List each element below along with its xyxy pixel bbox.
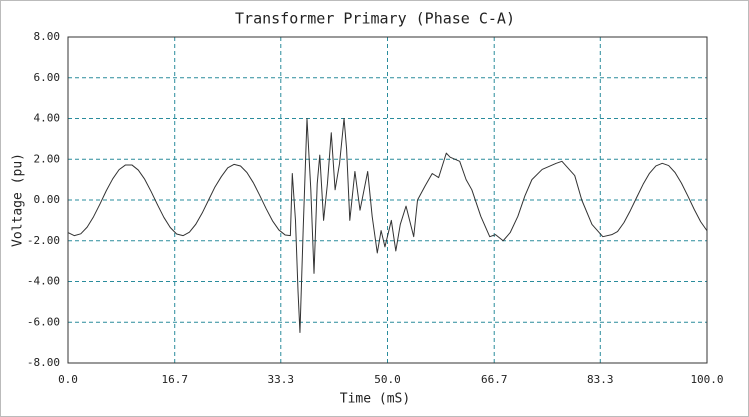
y-tick-label: 4.00 — [34, 112, 61, 125]
x-tick-label: 83.3 — [587, 373, 614, 386]
x-axis-label: Time (mS) — [340, 392, 410, 407]
plot-border — [67, 36, 708, 364]
y-tick-label: -6.00 — [27, 315, 60, 328]
x-tick-label: 50.0 — [374, 373, 401, 386]
waveform-line — [67, 118, 708, 333]
y-tick-label: -4.00 — [27, 275, 60, 288]
y-tick-label: 2.00 — [34, 152, 61, 165]
y-tick-label: 0.00 — [34, 193, 61, 206]
y-tick-label: -8.00 — [27, 356, 60, 369]
x-tick-label: 0.0 — [58, 373, 78, 386]
y-tick-label: 8.00 — [34, 30, 61, 43]
y-tick-label: 6.00 — [34, 71, 61, 84]
x-tick-label: 16.7 — [161, 373, 188, 386]
x-tick-label: 100.0 — [690, 373, 723, 386]
chart-title: Transformer Primary (Phase C-A) — [235, 10, 515, 28]
x-tick-label: 33.3 — [268, 373, 295, 386]
x-tick-label: 66.7 — [481, 373, 508, 386]
y-axis-label: Voltage (pu) — [11, 153, 26, 247]
y-tick-label: -2.00 — [27, 234, 60, 247]
